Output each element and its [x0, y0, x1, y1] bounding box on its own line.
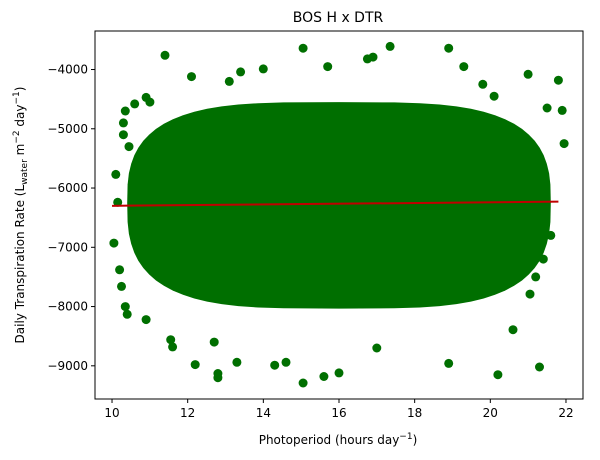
data-point: [122, 309, 132, 319]
data-point: [559, 139, 569, 149]
data-point: [224, 76, 234, 86]
data-point: [478, 79, 488, 89]
y-axis-label-sup2: −1: [12, 91, 22, 104]
data-point: [236, 67, 246, 77]
data-point: [298, 43, 308, 53]
data-point: [166, 335, 176, 345]
data-point: [145, 97, 155, 107]
data-point: [334, 368, 344, 378]
data-point: [323, 62, 333, 72]
data-point: [168, 342, 178, 352]
data-point: [281, 357, 291, 367]
data-point: [120, 106, 130, 116]
data-point: [118, 118, 128, 128]
point-cloud-core: [127, 102, 551, 309]
y-tick-label: −5000: [47, 122, 88, 136]
data-point: [444, 358, 454, 368]
data-point: [124, 142, 134, 152]
data-point: [190, 360, 200, 370]
data-point: [117, 281, 126, 291]
x-tick-label: 12: [180, 406, 195, 420]
data-point: [298, 378, 308, 388]
data-point: [113, 197, 123, 207]
data-point: [209, 337, 219, 347]
x-axis-label-tail: ): [413, 433, 418, 447]
data-point: [187, 72, 196, 82]
data-point: [160, 50, 170, 60]
data-point: [523, 69, 533, 79]
trend-line: [112, 200, 559, 207]
y-tick-label: −9000: [47, 359, 88, 373]
data-point: [525, 289, 535, 299]
y-axis-label: Daily Transpiration Rate (Lwater m−2 day…: [12, 87, 30, 344]
data-point: [111, 169, 121, 179]
data-point: [362, 54, 372, 64]
y-axis-label-sup1: −2: [12, 130, 22, 143]
y-axis: −9000 −8000 −7000 −6000 −5000 −4000: [47, 63, 95, 373]
data-point: [258, 64, 268, 74]
x-tick-label: 18: [407, 406, 422, 420]
point-cloud: [127, 102, 551, 309]
y-axis-label-p1: Daily Transpiration Rate (L: [13, 185, 27, 344]
x-tick-label: 22: [558, 406, 573, 420]
points-layer: [109, 41, 569, 388]
x-tick-label: 14: [256, 406, 271, 420]
data-point: [553, 75, 563, 85]
data-point: [531, 272, 541, 282]
data-point: [372, 343, 382, 353]
data-point: [270, 360, 280, 370]
x-axis-label-sup: −1: [399, 432, 412, 442]
x-axis: 10 12 14 16 18 20 22: [104, 399, 574, 420]
y-axis-label-p4: ): [13, 87, 27, 92]
data-point: [535, 362, 544, 372]
y-axis-label-p3: day: [13, 105, 27, 131]
data-point: [213, 373, 223, 383]
data-point: [115, 265, 125, 275]
y-axis-label-sub: water: [20, 159, 30, 185]
data-point: [319, 372, 329, 381]
data-point: [508, 325, 518, 335]
data-point: [130, 99, 140, 109]
data-point: [459, 62, 469, 72]
data-point: [118, 130, 128, 140]
data-point: [538, 254, 548, 264]
data-point: [546, 230, 556, 240]
chart-title: BOS H x DTR: [293, 10, 384, 26]
y-tick-label: −7000: [47, 240, 88, 254]
data-point: [120, 302, 130, 312]
x-tick-label: 16: [331, 406, 346, 420]
data-point: [542, 103, 552, 113]
data-point: [489, 91, 499, 101]
x-tick-label: 10: [104, 406, 119, 420]
y-tick-label: −4000: [47, 63, 88, 77]
data-point: [444, 43, 454, 53]
x-axis-label-main: Photoperiod (hours day: [259, 433, 400, 447]
data-point: [493, 370, 503, 380]
y-tick-label: −6000: [47, 181, 88, 195]
data-point: [557, 105, 567, 115]
y-tick-label: −8000: [47, 300, 88, 314]
x-axis-label: Photoperiod (hours day−1): [259, 432, 418, 447]
data-point: [385, 41, 395, 51]
x-tick-label: 20: [483, 406, 498, 420]
data-point: [232, 357, 242, 367]
data-point: [109, 238, 119, 248]
data-point: [141, 315, 151, 325]
y-axis-label-p2: m: [13, 144, 27, 160]
